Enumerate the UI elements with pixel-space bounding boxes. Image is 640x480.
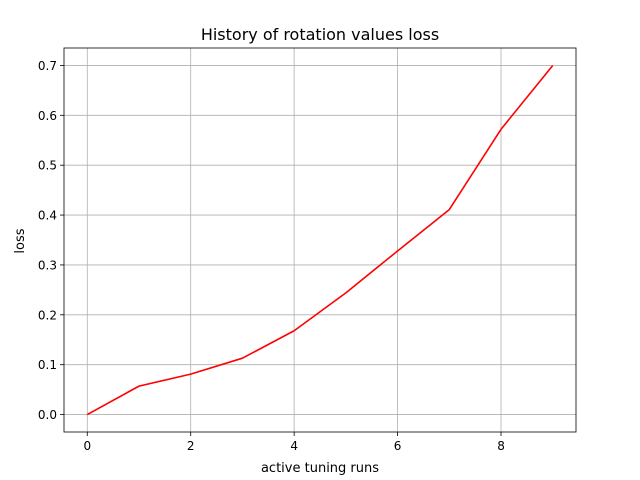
x-axis-label: active tuning runs — [261, 461, 379, 476]
y-axis-label: loss — [13, 228, 28, 253]
y-tick-label: 0.0 — [38, 408, 57, 422]
grid-lines — [64, 48, 576, 432]
y-tick-label: 0.5 — [38, 159, 57, 173]
chart-title: History of rotation values loss — [201, 25, 439, 44]
y-tick-label: 0.7 — [38, 59, 57, 73]
x-tick-label: 0 — [83, 439, 91, 453]
series-group — [86, 64, 554, 416]
x-tick-label: 2 — [187, 439, 195, 453]
y-tick-label: 0.3 — [38, 258, 57, 272]
x-tick-label: 4 — [290, 439, 298, 453]
x-tick-label: 8 — [497, 439, 505, 453]
x-tick-label: 6 — [394, 439, 402, 453]
y-tick-label: 0.6 — [38, 109, 57, 123]
plot-frame — [63, 47, 577, 433]
x-axis-ticks: 0 2 4 6 8 — [83, 432, 505, 453]
y-tick-label: 0.1 — [38, 358, 57, 372]
y-tick-label: 0.2 — [38, 308, 57, 322]
series-line — [86, 64, 554, 416]
y-tick-label: 0.4 — [38, 209, 57, 223]
y-axis-ticks: 0.0 0.1 0.2 0.3 0.4 0.5 0.6 0.7 — [38, 59, 64, 422]
